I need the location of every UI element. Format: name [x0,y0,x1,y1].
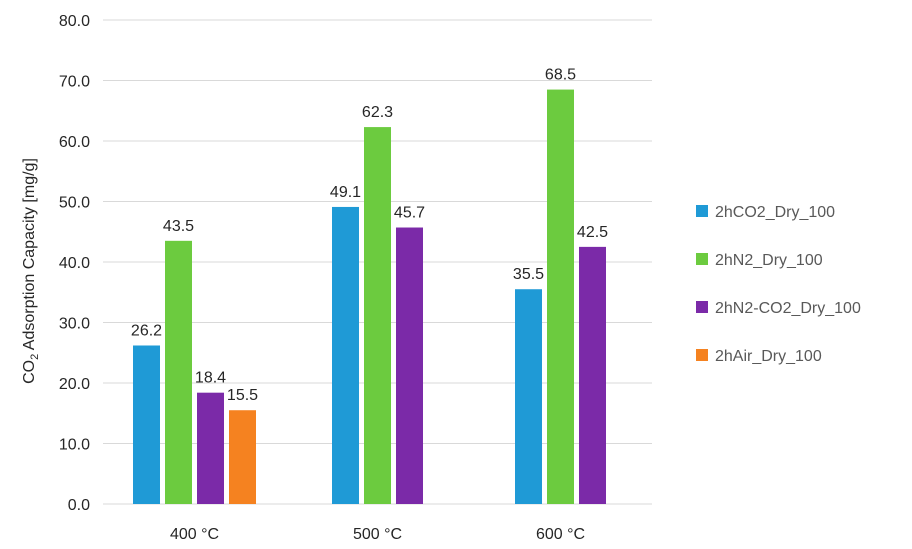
y-axis-ticks: 0.0 10.0 20.0 30.0 40.0 50.0 60.0 70.0 80.0 [59,13,90,514]
y-tick-label: 30.0 [59,316,90,333]
bars [133,89,606,505]
data-label: 35.5 [513,266,544,283]
data-label: 49.1 [330,184,361,201]
legend-label: 2hCO2_Dry_100 [715,204,835,221]
legend-label: 2hN2_Dry_100 [715,252,823,269]
y-axis-title: CO2 Adsorption Capacity [mg/g] [21,158,41,384]
y-tick-label: 40.0 [59,255,90,272]
data-label: 18.4 [195,370,226,387]
legend-label: 2hN2-CO2_Dry_100 [715,300,861,317]
bar-2hN2_Dry_100-1 [364,127,391,505]
legend-label: 2hAir_Dry_100 [715,348,822,365]
data-labels: 26.2 43.5 18.415.5 49.1 62.3 45.7 35.5 68.5 42.5 [131,67,608,405]
y-axis-title-subscript: 2 [29,354,41,360]
bar-2hN2-CO2_Dry_100-0 [197,392,224,504]
data-label: 45.7 [394,205,425,222]
y-tick-label: 10.0 [59,437,90,454]
x-tick-label: 600 °C [536,526,585,543]
data-label: 42.5 [577,224,608,241]
legend-swatch [696,253,708,265]
x-tick-label: 400 °C [170,526,219,543]
y-axis-title-prefix: CO [21,360,38,384]
y-tick-label: 70.0 [59,74,90,91]
y-tick-label: 0.0 [68,497,90,514]
bar-2hAir_Dry_100-0 [229,410,256,504]
legend-swatch [696,205,708,217]
data-label: 62.3 [362,104,393,121]
y-tick-label: 80.0 [59,13,90,30]
y-tick-label: 20.0 [59,376,90,393]
legend: 2hCO2_Dry_100 2hN2_Dry_100 2hN2-CO2_Dry_10… [696,204,861,365]
bar-2hCO2_Dry_100-0 [133,345,160,504]
bar-2hN2-CO2_Dry_100-2 [579,246,606,504]
data-label: 15.5 [227,387,258,404]
bar-2hN2_Dry_100-2 [547,89,574,504]
bar-2hCO2_Dry_100-2 [515,289,542,504]
y-axis-title-suffix: Adsorption Capacity [mg/g] [21,158,38,354]
y-tick-label: 50.0 [59,195,90,212]
data-label: 43.5 [163,218,194,235]
x-tick-label: 500 °C [353,526,402,543]
x-axis-ticks: 400 °C 500 °C 600 °C [170,526,585,543]
legend-swatch [696,349,708,361]
bar-2hN2-CO2_Dry_100-1 [396,227,423,504]
bar-2hN2_Dry_100-0 [165,240,192,504]
y-tick-label: 60.0 [59,134,90,151]
legend-swatch [696,301,708,313]
bar-2hCO2_Dry_100-1 [332,206,359,504]
data-label: 68.5 [545,67,576,84]
data-label: 26.2 [131,322,162,339]
